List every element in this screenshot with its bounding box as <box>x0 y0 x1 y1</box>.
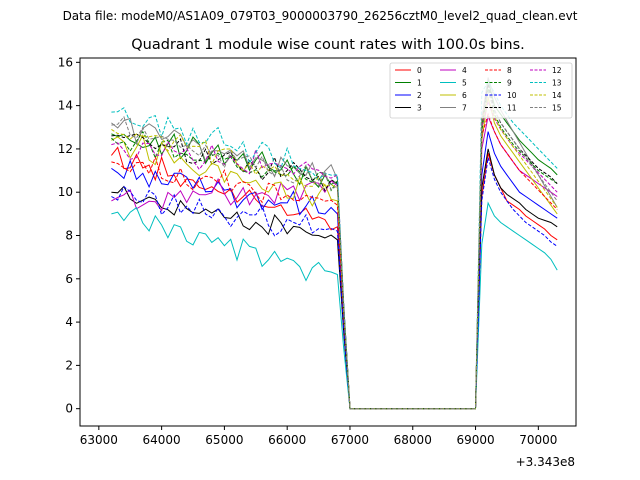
x-tick-label: 69000 <box>456 433 494 447</box>
series-line-6 <box>111 96 558 410</box>
x-tick-label: 64000 <box>143 433 181 447</box>
plot-frame <box>79 57 577 427</box>
y-tick-label: 4 <box>65 315 73 329</box>
legend-label-5: 5 <box>462 79 467 88</box>
series-line-7 <box>111 77 558 410</box>
series-layer <box>111 77 558 410</box>
legend-label-3: 3 <box>417 104 422 113</box>
y-tick-label: 16 <box>58 55 73 69</box>
chart-suptitle: Data file: modeM0/AS1A09_079T03_90000037… <box>63 9 578 23</box>
legend-label-8: 8 <box>507 66 512 75</box>
series-line-1 <box>111 79 558 410</box>
legend-label-4: 4 <box>462 66 467 75</box>
y-tick-label: 12 <box>58 142 73 156</box>
x-tick-label: 67000 <box>331 433 369 447</box>
y-tick-label: 0 <box>65 402 73 416</box>
legend-label-0: 0 <box>417 66 422 75</box>
x-tick-label: 68000 <box>394 433 432 447</box>
legend-label-13: 13 <box>552 79 562 88</box>
series-line-13 <box>111 80 558 410</box>
y-tick-label: 6 <box>65 272 73 286</box>
series-line-12 <box>111 99 558 410</box>
y-tick-label: 2 <box>65 358 73 372</box>
series-line-0 <box>111 146 558 410</box>
y-tick-label: 14 <box>58 99 73 113</box>
x-offset-label: +3.343e8 <box>516 455 575 469</box>
x-tick-label: 63000 <box>80 433 118 447</box>
series-line-9 <box>111 88 558 410</box>
series-line-10 <box>111 157 558 410</box>
series-line-3 <box>111 148 558 410</box>
legend-label-6: 6 <box>462 91 467 100</box>
legend-label-2: 2 <box>417 91 422 100</box>
legend-label-15: 15 <box>552 104 562 113</box>
legend-label-9: 9 <box>507 79 512 88</box>
legend-label-1: 1 <box>417 79 422 88</box>
legend-label-14: 14 <box>552 91 562 100</box>
y-tick-label: 8 <box>65 229 73 243</box>
legend-label-10: 10 <box>507 91 517 100</box>
series-line-15 <box>111 90 558 410</box>
legend-label-11: 11 <box>507 104 517 113</box>
x-tick-label: 70000 <box>519 433 557 447</box>
x-tick-label: 65000 <box>205 433 243 447</box>
series-line-2 <box>111 131 558 410</box>
legend-frame <box>389 62 573 119</box>
x-tick-label: 66000 <box>268 433 306 447</box>
chart-title: Quadrant 1 module wise count rates with … <box>131 37 525 53</box>
series-line-8 <box>111 112 558 410</box>
axes-layer: 63000 64000 65000 66000 67000 68000 69000 70000… <box>58 55 558 447</box>
series-line-14 <box>111 97 558 410</box>
y-tick-label: 10 <box>58 185 73 199</box>
series-line-5 <box>111 201 558 410</box>
legend-label-12: 12 <box>552 66 562 75</box>
legend-label-7: 7 <box>462 104 467 113</box>
